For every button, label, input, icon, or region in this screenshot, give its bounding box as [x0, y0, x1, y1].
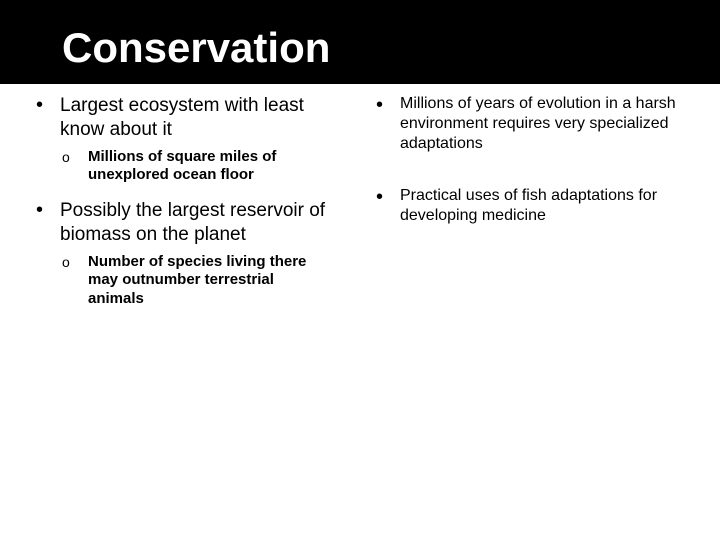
sub-list-item: o Millions of square miles of unexplored…	[62, 148, 350, 186]
content-area: • Largest ecosystem with least know abou…	[0, 84, 720, 323]
circle-bullet-icon: o	[62, 253, 88, 309]
right-column: • Millions of years of evolution in a ha…	[360, 94, 700, 323]
sub-list-item: o Number of species living there may out…	[62, 253, 350, 309]
bullet-text: Practical uses of fish adaptations for d…	[400, 186, 690, 226]
left-column: • Largest ecosystem with least know abou…	[20, 94, 360, 323]
list-item: • Millions of years of evolution in a ha…	[370, 94, 690, 154]
list-item: • Largest ecosystem with least know abou…	[30, 94, 350, 142]
list-item: • Possibly the largest reservoir of biom…	[30, 199, 350, 247]
bullet-text: Largest ecosystem with least know about …	[60, 94, 350, 142]
bullet-icon: •	[370, 186, 400, 226]
bullet-text: Possibly the largest reservoir of biomas…	[60, 199, 350, 247]
circle-bullet-icon: o	[62, 148, 88, 186]
sub-bullet-text: Number of species living there may outnu…	[88, 253, 350, 309]
bullet-icon: •	[30, 94, 60, 142]
spacer	[370, 160, 690, 186]
list-item: • Practical uses of fish adaptations for…	[370, 186, 690, 226]
bullet-text: Millions of years of evolution in a hars…	[400, 94, 690, 154]
page-title: Conservation	[62, 24, 720, 72]
bullet-icon: •	[30, 199, 60, 247]
header: Conservation	[0, 0, 720, 84]
bullet-icon: •	[370, 94, 400, 154]
sub-bullet-text: Millions of square miles of unexplored o…	[88, 148, 350, 186]
